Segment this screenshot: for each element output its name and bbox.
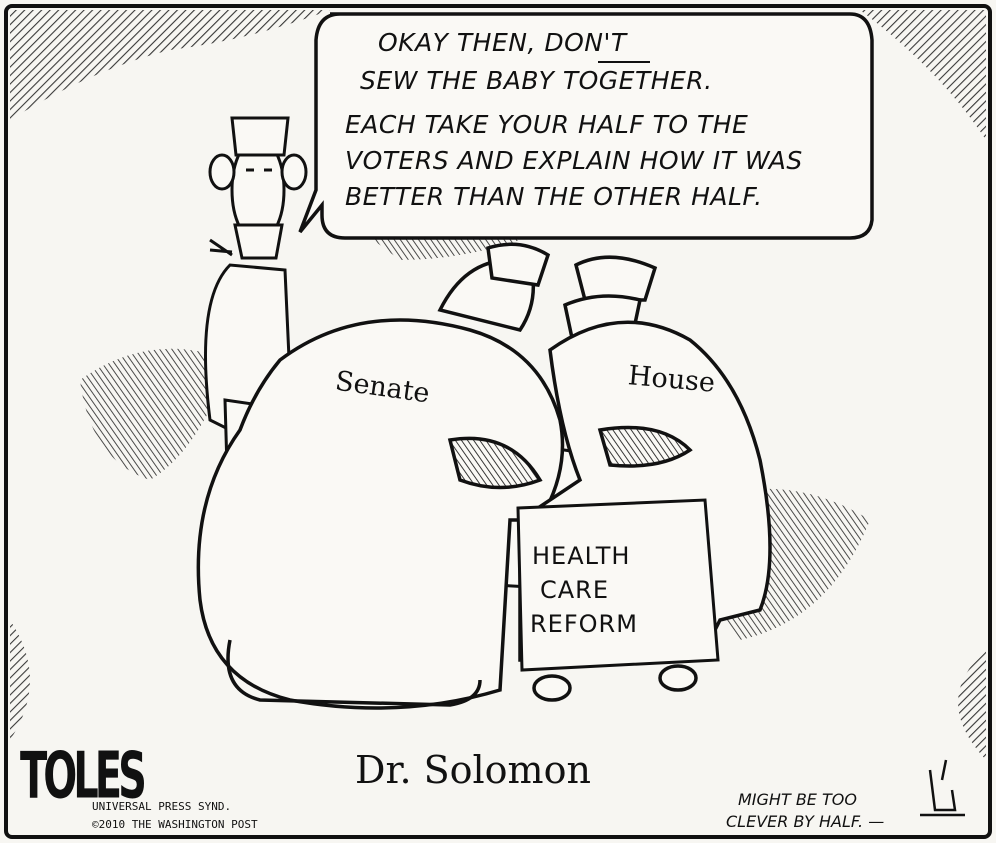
box-label-line-1: HEALTH bbox=[532, 542, 631, 570]
panel-border bbox=[4, 4, 992, 839]
bubble-line-5: BETTER THAN THE OTHER HALF. bbox=[345, 182, 763, 211]
bubble-line-4: VOTERS AND EXPLAIN HOW IT WAS bbox=[345, 146, 803, 175]
bubble-line-3: EACH TAKE YOUR HALF TO THE bbox=[345, 110, 749, 139]
aside-line-2: CLEVER BY HALF. — bbox=[726, 812, 885, 831]
credit-line-1: UNIVERSAL PRESS SYND. bbox=[92, 800, 232, 813]
surgeon-figure-senate bbox=[196, 242, 572, 710]
signature-logo: TOLES bbox=[20, 740, 147, 814]
speech-bubble bbox=[298, 12, 874, 240]
caption-title: Dr. Solomon bbox=[355, 748, 591, 792]
cartoonist-doodle-icon bbox=[920, 759, 965, 817]
aside-line-1: MIGHT BE TOO bbox=[738, 790, 857, 809]
bubble-line-1-emphasis: DON bbox=[544, 28, 604, 57]
credit-line-2: ©2010 THE WASHINGTON POST bbox=[92, 818, 258, 831]
patient-box bbox=[516, 498, 720, 672]
bubble-line-1: OKAY THEN, DON'T bbox=[378, 28, 627, 57]
bubble-line-1-post: 'T bbox=[603, 28, 627, 57]
box-label-line-2: CARE bbox=[540, 576, 610, 604]
bubble-line-2: SEW THE BABY TOGETHER. bbox=[360, 66, 713, 95]
box-label-line-3: REFORM bbox=[530, 610, 638, 638]
bubble-line-1-pre: OKAY THEN, bbox=[378, 28, 545, 57]
